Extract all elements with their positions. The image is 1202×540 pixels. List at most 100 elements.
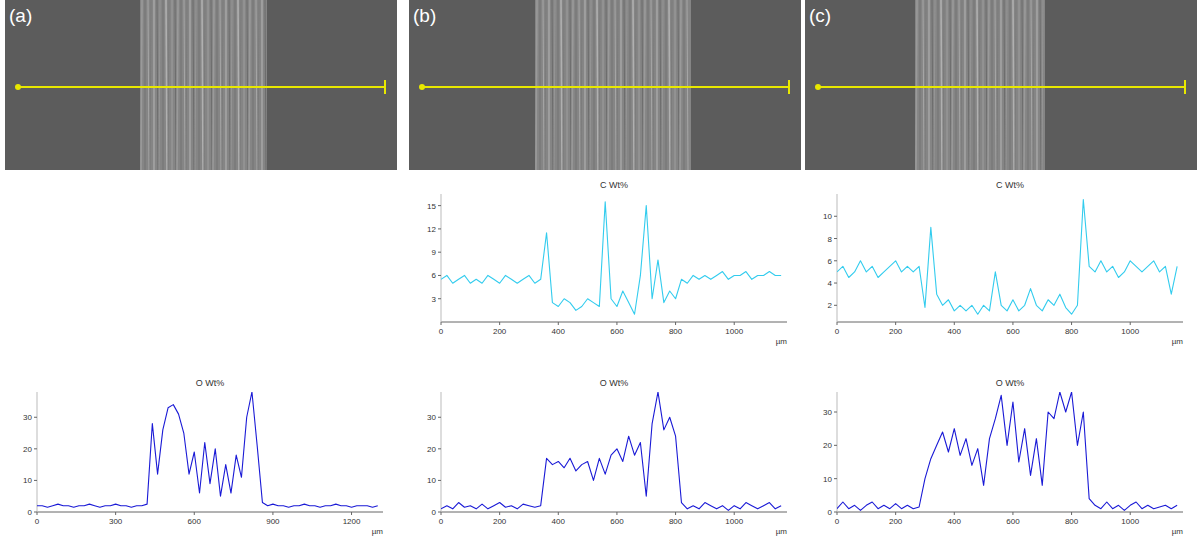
- wear-groove: [970, 0, 971, 170]
- wear-groove: [150, 0, 151, 170]
- wear-groove: [617, 0, 618, 170]
- wear-groove: [1000, 0, 1002, 170]
- x-tick-label: 200: [889, 327, 903, 336]
- wear-groove: [558, 0, 559, 170]
- wear-groove: [597, 0, 598, 170]
- x-tick: [954, 322, 955, 325]
- wear-groove: [992, 0, 993, 170]
- y-tick-label: 0: [28, 508, 33, 517]
- x-tick-label: 800: [669, 327, 683, 336]
- y-tick-label: 30: [427, 413, 436, 422]
- x-tick: [558, 322, 559, 325]
- x-tick-label: 600: [610, 327, 624, 336]
- wear-groove: [626, 0, 627, 170]
- wear-groove: [599, 0, 600, 170]
- wear-groove: [608, 0, 609, 170]
- wear-groove: [148, 0, 149, 170]
- wear-groove: [193, 0, 194, 170]
- y-tick: [438, 275, 441, 276]
- x-axis-title: µm: [776, 527, 788, 536]
- wear-groove: [1004, 0, 1005, 170]
- wear-groove: [925, 0, 926, 170]
- x-tick: [895, 322, 896, 325]
- scan-end: [384, 80, 386, 94]
- wear-groove: [181, 0, 182, 170]
- wear-groove: [195, 0, 196, 170]
- wear-groove: [548, 0, 550, 170]
- scan-end: [1184, 80, 1186, 94]
- wear-groove: [675, 0, 676, 170]
- y-tick-label: 30: [23, 413, 32, 422]
- panel-label: (b): [413, 5, 436, 26]
- y-axis: [37, 392, 38, 512]
- y-tick: [438, 228, 441, 229]
- x-axis: [837, 512, 1183, 513]
- wear-groove: [995, 0, 996, 170]
- y-tick-label: 3: [432, 295, 437, 304]
- x-tick-label: 400: [552, 327, 566, 336]
- y-tick-label: 12: [427, 225, 436, 234]
- y-tick: [438, 448, 441, 449]
- wear-groove: [202, 0, 203, 170]
- sem-image: (b): [409, 0, 801, 170]
- wear-groove: [220, 0, 221, 170]
- wear-groove: [639, 0, 640, 170]
- wear-groove: [172, 0, 173, 170]
- wear-groove: [633, 0, 634, 170]
- y-tick: [834, 238, 837, 239]
- x-axis-title: µm: [1172, 527, 1184, 536]
- plot-area: [37, 392, 378, 507]
- wear-groove: [660, 0, 661, 170]
- wear-groove: [624, 0, 625, 170]
- y-tick: [834, 478, 837, 479]
- wear-groove: [684, 0, 685, 170]
- x-tick: [194, 512, 195, 515]
- x-tick: [1012, 512, 1013, 515]
- wear-groove: [579, 0, 580, 170]
- x-axis: [837, 322, 1183, 323]
- y-tick: [34, 417, 37, 418]
- wear-groove: [253, 0, 254, 170]
- plot-area: [837, 200, 1177, 315]
- wear-groove: [244, 0, 245, 170]
- wear-groove: [1040, 0, 1041, 170]
- wear-groove: [952, 0, 953, 170]
- chart-title: O Wt%: [196, 378, 225, 388]
- x-tick: [1130, 322, 1131, 325]
- wear-groove: [916, 0, 917, 170]
- line-chart: O Wt%010203003006009001200µm: [23, 378, 383, 536]
- x-axis: [37, 512, 383, 513]
- wear-groove: [653, 0, 654, 170]
- plot-area: [837, 392, 1177, 510]
- wear-groove: [240, 0, 241, 170]
- x-tick-label: 1200: [343, 517, 361, 526]
- wear-groove: [567, 0, 568, 170]
- wear-groove: [157, 0, 158, 170]
- wear-groove: [603, 0, 604, 170]
- y-tick: [834, 445, 837, 446]
- x-tick: [1071, 322, 1072, 325]
- y-tick: [834, 305, 837, 306]
- wear-groove: [1015, 0, 1016, 170]
- wear-track: [535, 0, 691, 170]
- y-tick-label: 10: [823, 212, 832, 221]
- wear-groove: [959, 0, 960, 170]
- line-chart: C Wt%24681002004006008001000µm: [823, 180, 1183, 346]
- x-tick: [499, 512, 500, 515]
- y-tick: [438, 205, 441, 206]
- wear-groove: [964, 0, 966, 170]
- x-tick: [272, 512, 273, 515]
- wear-track: [140, 0, 267, 170]
- x-axis: [441, 322, 787, 323]
- x-tick: [499, 322, 500, 325]
- x-tick-label: 0: [835, 517, 840, 526]
- wear-groove: [225, 0, 227, 170]
- y-tick-label: 15: [427, 202, 436, 211]
- x-tick: [616, 322, 617, 325]
- x-tick-label: 1000: [725, 517, 743, 526]
- wear-groove: [1013, 0, 1014, 170]
- x-tick: [895, 512, 896, 515]
- wear-groove: [615, 0, 616, 170]
- line-chart: O Wt%010203002004006008001000µm: [427, 378, 787, 536]
- wear-groove: [265, 0, 266, 170]
